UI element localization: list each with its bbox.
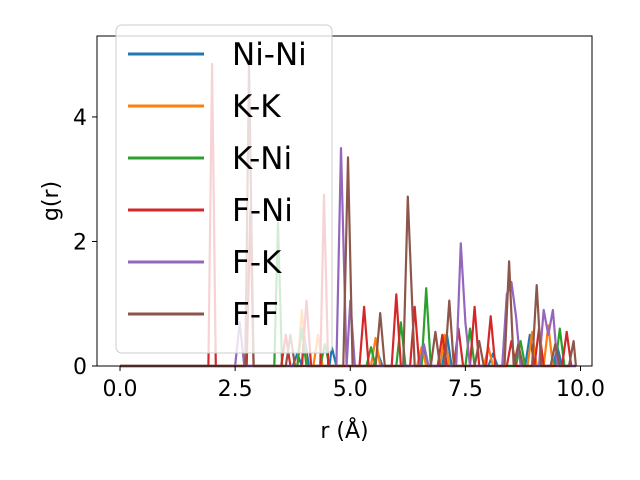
x-tick-label: 0.0	[103, 377, 138, 402]
y-tick-label: 2	[73, 230, 87, 255]
legend-box	[115, 24, 333, 354]
legend-label-k-k: K-K	[232, 89, 281, 125]
x-tick-label: 7.5	[448, 377, 483, 402]
plot-frame	[96, 35, 593, 367]
y-tick-label: 0	[73, 355, 87, 380]
y-axis-label: g(r)	[39, 181, 64, 221]
x-axis-label: r (Å)	[320, 417, 368, 444]
x-tick-label: 2.5	[218, 377, 253, 402]
legend: Ni-Ni K-K K-Ni F-Ni F-K F-F	[115, 24, 333, 354]
axes: 0.0 2.5 5.0 7.5 10.0 0 2 4	[73, 35, 605, 402]
series-line-f-k	[120, 147, 576, 368]
legend-label-f-ni: F-Ni	[232, 193, 293, 229]
x-tick-label: 5.0	[333, 377, 368, 402]
legend-label-f-f: F-F	[232, 297, 279, 333]
legend-label-ni-ni: Ni-Ni	[232, 37, 307, 73]
y-tick-label: 4	[73, 106, 87, 131]
legend-label-k-ni: K-Ni	[232, 141, 292, 177]
x-tick-label: 10.0	[556, 377, 605, 402]
legend-label-f-k: F-K	[232, 245, 282, 281]
